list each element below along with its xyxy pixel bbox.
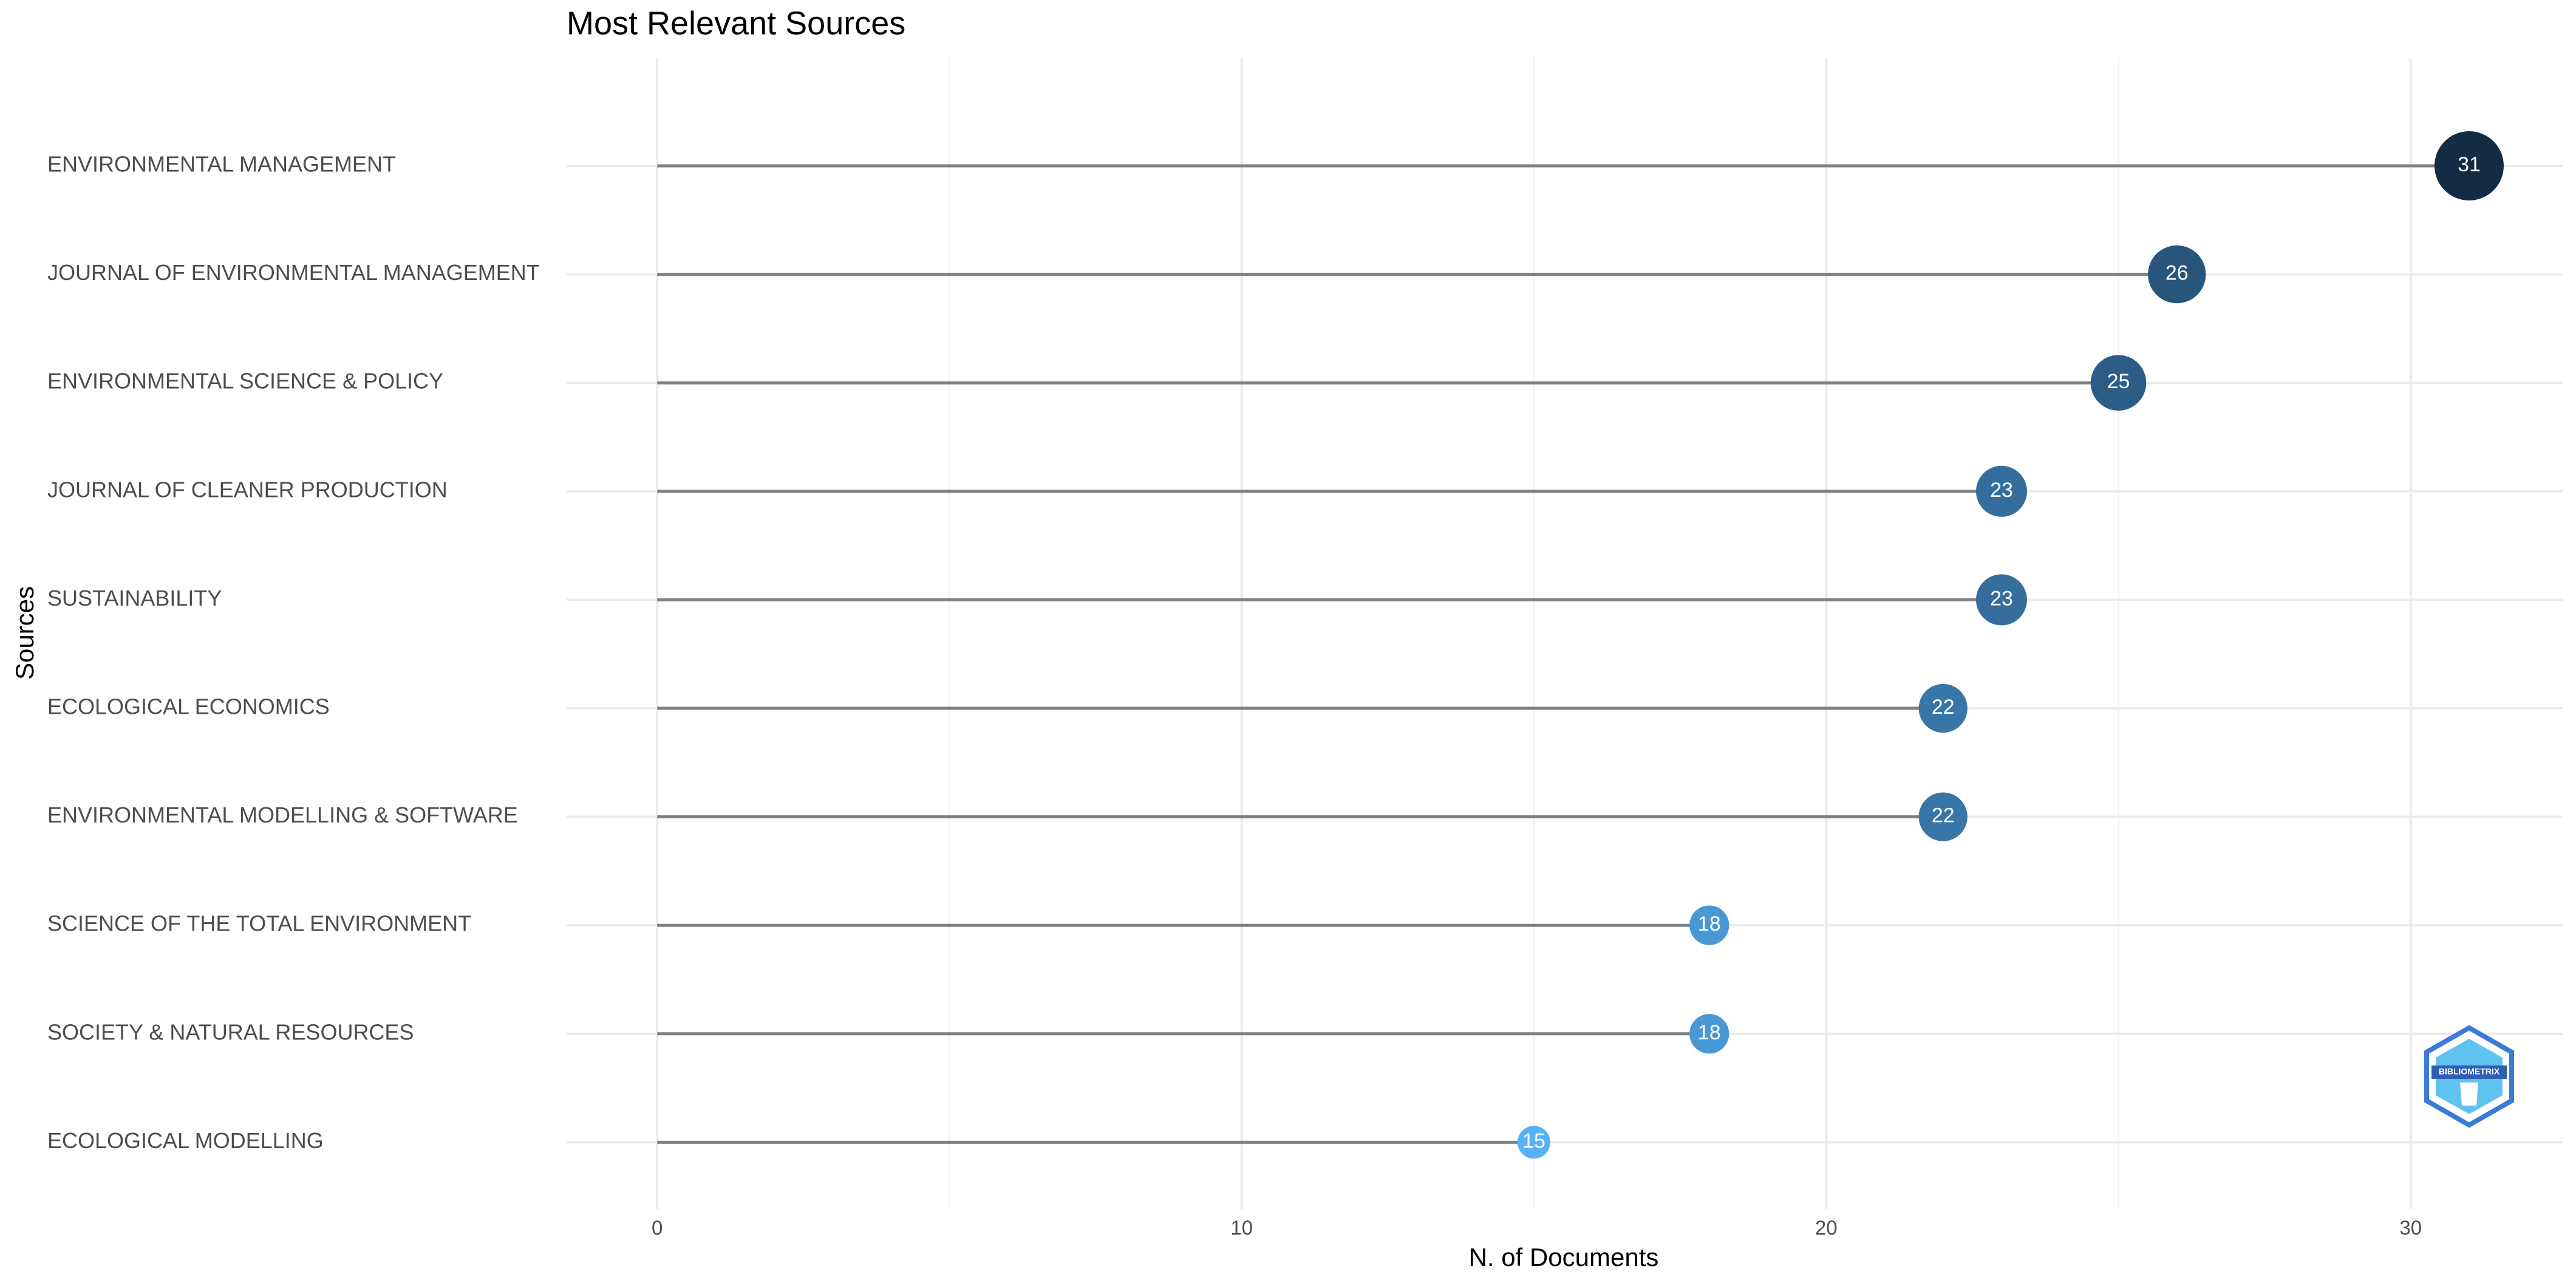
logo-band: [2431, 1065, 2507, 1079]
value-label: 22: [1932, 804, 1955, 827]
dot: [1918, 792, 1968, 841]
logo-tower: [2460, 1082, 2478, 1106]
y-tick-label: ECOLOGICAL ECONOMICS: [47, 694, 330, 719]
y-tick-label: SCIENCE OF THE TOTAL ENVIRONMENT: [47, 911, 471, 936]
y-tick-label: JOURNAL OF ENVIRONMENTAL MANAGEMENT: [47, 260, 540, 285]
dot: [1975, 574, 2027, 626]
dot: [1975, 465, 2027, 517]
y-tick-label: ENVIRONMENTAL MODELLING & SOFTWARE: [47, 802, 518, 827]
grid: 0 10 20 30 ENVIRONMENTAL MANAGEMENT JOURNAL O…: [47, 58, 2563, 1239]
y-tick-label: JOURNAL OF CLEANER PRODUCTION: [47, 477, 448, 502]
y-tick-label: ENVIRONMENTAL MANAGEMENT: [47, 152, 396, 177]
y-tick-label: ENVIRONMENTAL SCIENCE & POLICY: [47, 369, 443, 394]
dot: [1689, 1014, 1729, 1054]
x-axis-title: N. of Documents: [1469, 1243, 1659, 1271]
value-label: 22: [1932, 696, 1955, 719]
logo-text: BIBLIOMETRIX: [2439, 1067, 2500, 1076]
y-tick-label: SOCIETY & NATURAL RESOURCES: [47, 1019, 414, 1044]
y-tick-label: ECOLOGICAL MODELLING: [47, 1128, 324, 1153]
dot: [2148, 245, 2206, 304]
x-tick-label: 10: [1230, 1217, 1253, 1239]
logo: BIBLIOMETRIX: [2424, 1025, 2514, 1128]
dot: [1517, 1126, 1550, 1159]
value-label: 18: [1698, 1021, 1721, 1044]
chart-title: Most Relevant Sources: [567, 5, 905, 41]
dot: [1689, 905, 1729, 945]
value-label: 23: [1990, 587, 2013, 610]
dot: [1918, 683, 1968, 733]
marks: 31 26 25 23 23 22 22 18 18 15: [657, 131, 2504, 1159]
y-tick-label: SUSTAINABILITY: [47, 586, 222, 611]
dot: [2434, 131, 2504, 200]
x-tick-label: 30: [2399, 1217, 2422, 1239]
value-label: 15: [1522, 1129, 1545, 1152]
value-label: 26: [2165, 262, 2189, 285]
x-tick-label: 0: [652, 1217, 663, 1239]
value-label: 31: [2458, 153, 2481, 176]
value-label: 18: [1698, 912, 1721, 935]
value-label: 25: [2107, 370, 2130, 393]
y-axis-title: Sources: [10, 586, 39, 680]
x-tick-label: 20: [1815, 1217, 1838, 1239]
dot: [2090, 355, 2147, 411]
value-label: 23: [1990, 479, 2013, 502]
